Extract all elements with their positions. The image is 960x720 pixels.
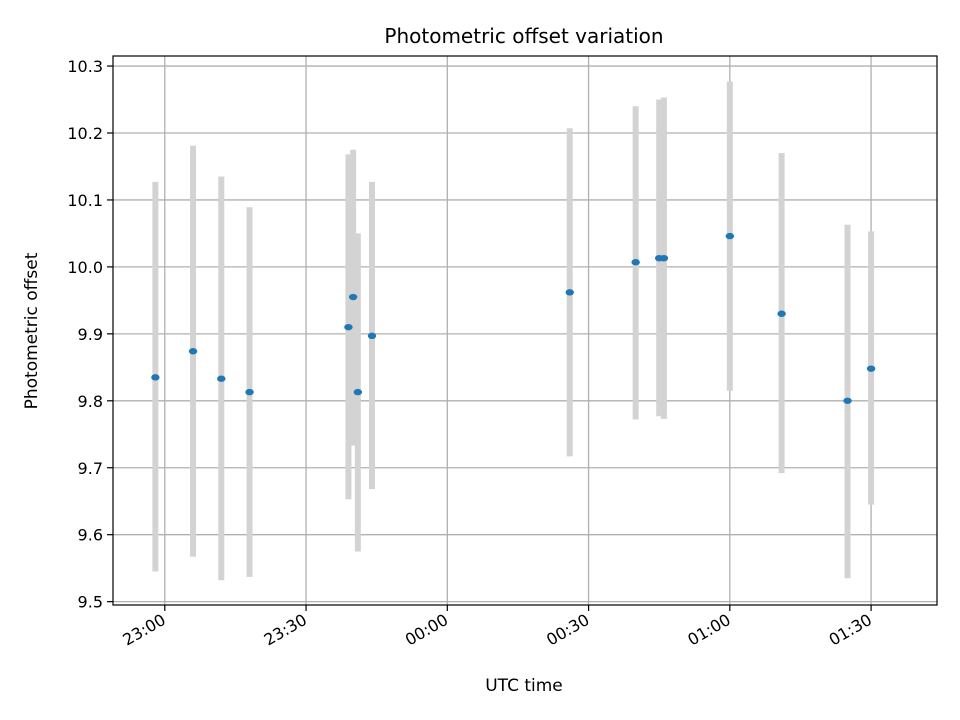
y-axis: 9.5 9.6 9.7 9.8 9.9 10.0 10.1 10.2 10.3 bbox=[67, 57, 113, 612]
data-point bbox=[245, 388, 254, 396]
y-tick-label: 10.3 bbox=[67, 57, 103, 76]
y-tick-label: 10.2 bbox=[67, 124, 103, 143]
data-point bbox=[344, 323, 353, 331]
y-tick-label: 9.7 bbox=[78, 459, 103, 478]
data-point bbox=[866, 365, 876, 372]
data-point bbox=[348, 293, 358, 301]
data-point bbox=[659, 254, 669, 262]
y-tick-label: 10.0 bbox=[67, 258, 103, 277]
y-tick-label: 9.8 bbox=[78, 392, 103, 411]
data-point bbox=[777, 310, 786, 317]
y-tick-label: 9.9 bbox=[78, 325, 103, 344]
data-point bbox=[188, 348, 198, 355]
chart-title: Photometric offset variation bbox=[384, 24, 663, 48]
y-axis-label: Photometric offset bbox=[22, 252, 42, 409]
data-point bbox=[151, 374, 160, 381]
y-tick-label: 9.5 bbox=[78, 593, 103, 612]
data-point bbox=[217, 375, 226, 382]
x-axis-label: UTC time bbox=[485, 676, 563, 696]
data-points bbox=[151, 232, 876, 404]
data-point bbox=[725, 232, 735, 240]
y-tick-label: 10.1 bbox=[67, 191, 103, 210]
data-point bbox=[353, 388, 363, 396]
data-point bbox=[565, 289, 574, 296]
plot-frame bbox=[112, 55, 938, 606]
y-tick-label: 9.6 bbox=[78, 526, 103, 545]
data-point bbox=[631, 259, 640, 266]
data-point bbox=[843, 397, 852, 404]
data-point bbox=[367, 332, 377, 340]
